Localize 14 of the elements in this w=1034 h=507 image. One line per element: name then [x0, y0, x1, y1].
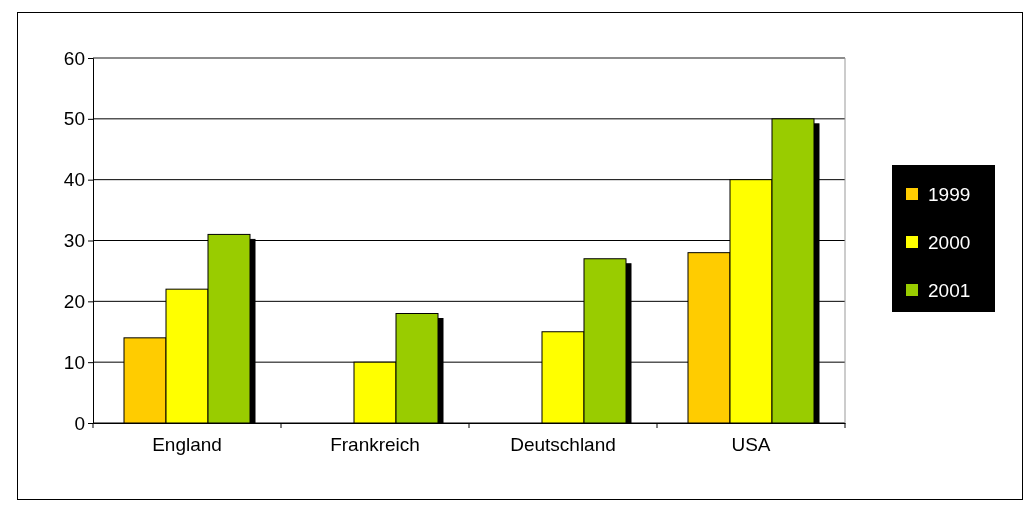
- y-tick-label: 40: [63, 169, 85, 191]
- y-tick-label: 60: [63, 47, 85, 69]
- y-tick-label: 20: [63, 290, 85, 312]
- x-tick-label: Frankreich: [330, 433, 420, 455]
- legend-label: 2001: [928, 280, 971, 301]
- y-tick-label: 30: [63, 230, 85, 252]
- y-tick-label: 10: [63, 351, 85, 373]
- y-tick-label: 50: [63, 108, 85, 130]
- x-tick-label: Deutschland: [510, 433, 616, 455]
- legend-label: 1999: [928, 184, 971, 205]
- x-tick-label: USA: [731, 433, 771, 455]
- x-tick-label: England: [152, 433, 222, 455]
- y-tick-label: 0: [74, 412, 85, 434]
- legend-label: 2000: [928, 232, 971, 253]
